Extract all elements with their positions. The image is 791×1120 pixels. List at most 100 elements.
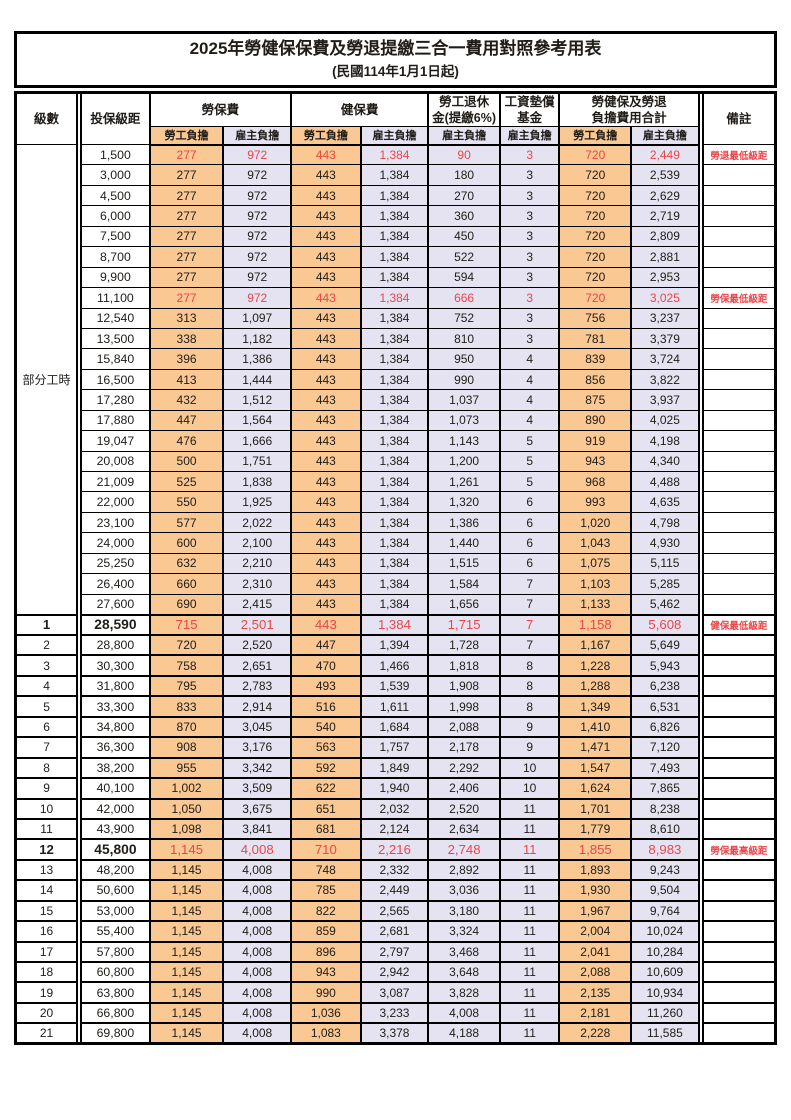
- table-row: 3,000 277 972 443 1,384 180 3 720 2,539: [16, 164, 777, 186]
- cell-health-employee: 443: [290, 266, 362, 289]
- cell-total-employee: 1,288: [558, 674, 633, 698]
- cell-wage-fund-employer: 3: [498, 225, 561, 248]
- cell-labor-employee: 525: [148, 470, 225, 493]
- table-row: 17,880 447 1,564 443 1,384 1,073 4 890 4,025: [16, 409, 777, 432]
- table-row: 17,280 432 1,512 443 1,384 1,037 4 875 3,937: [16, 389, 777, 411]
- cell-wage-fund-employer: 3: [498, 143, 561, 166]
- cell-wage-fund-employer: 3: [498, 266, 561, 289]
- gap-cell: [698, 573, 703, 595]
- cell-wage-fund-employer: 5: [498, 450, 561, 473]
- gap-cell: [77, 839, 82, 860]
- cell-total-employee: 2,041: [558, 940, 633, 964]
- cell-wage-fund-employer: 11: [498, 899, 561, 923]
- cell-level: 21: [14, 1022, 79, 1045]
- gap-cell: [77, 635, 82, 656]
- cell-insured-bracket: 24,000: [80, 532, 151, 554]
- cell-labor-employer: 2,310: [222, 573, 293, 595]
- cell-labor-employer: 972: [222, 266, 293, 289]
- cell-pension-employer: 3,324: [427, 920, 501, 943]
- cell-total-employee: 968: [558, 470, 633, 493]
- cell-remark: [701, 940, 777, 964]
- col-header-labor-insurance: 勞保費: [148, 92, 293, 127]
- cell-health-employer: 1,384: [359, 389, 430, 411]
- gap-cell: [77, 696, 82, 717]
- table-header: 級數 投保級距 勞保費 健保費 勞工退休 金(提繳6%) 工資墊償 基金 勞健保…: [14, 92, 777, 146]
- cell-labor-employer: 2,914: [222, 695, 293, 718]
- cell-total-employer: 2,449: [630, 143, 700, 166]
- cell-insured-bracket: 31,800: [80, 674, 151, 698]
- cell-total-employer: 8,238: [630, 797, 700, 820]
- table-row: 4,500 277 972 443 1,384 270 3 720 2,629: [16, 184, 777, 207]
- subheader-health-employer: 雇主負擔: [359, 126, 430, 146]
- cell-total-employer: 4,798: [630, 511, 700, 534]
- cell-remark: [701, 756, 777, 780]
- table-row: 21 69,800 1,145 4,008 1,083 3,378 4,188 11 2,228…: [14, 1022, 777, 1045]
- cell-health-employee: 443: [290, 143, 362, 166]
- cell-labor-employer: 4,008: [222, 940, 293, 964]
- cell-level: 18: [14, 960, 79, 984]
- gap-cell: [698, 328, 703, 349]
- cell-wage-fund-employer: 11: [498, 981, 561, 1004]
- gap-cell: [77, 798, 82, 819]
- cell-labor-employee: 396: [148, 348, 225, 370]
- cell-wage-fund-employer: 3: [498, 164, 561, 186]
- cell-labor-employee: 277: [148, 287, 225, 309]
- cell-health-employer: 3,378: [359, 1022, 430, 1045]
- cell-insured-bracket: 11,100: [80, 287, 151, 309]
- cell-total-employer: 10,609: [630, 960, 700, 984]
- cell-pension-employer: 2,178: [427, 736, 501, 759]
- gap-cell: [698, 348, 703, 370]
- cell-total-employee: 1,410: [558, 715, 633, 739]
- cell-pension-employer: 1,998: [427, 695, 501, 718]
- cell-labor-employer: 4,008: [222, 1001, 293, 1025]
- cell-labor-employee: 1,145: [148, 960, 225, 984]
- cell-total-employer: 5,285: [630, 573, 700, 595]
- cell-total-employee: 890: [558, 409, 633, 432]
- gap-cell: [77, 144, 82, 615]
- gap-cell: [698, 635, 703, 656]
- cell-labor-employer: 4,008: [222, 879, 293, 902]
- subheader-labor-employer: 雇主負擔: [222, 126, 293, 146]
- cell-pension-employer: 1,908: [427, 674, 501, 698]
- cell-remark: [701, 715, 777, 739]
- cell-insured-bracket: 1,500: [80, 143, 151, 166]
- table-row: 7 36,300 908 3,176 563 1,757 2,178 9 1,471 7,120: [14, 736, 777, 759]
- cell-health-employee: 447: [290, 633, 362, 657]
- cell-health-employer: 1,384: [359, 593, 430, 616]
- cell-level: 15: [14, 899, 79, 923]
- cell-insured-bracket: 13,500: [80, 327, 151, 350]
- cell-health-employee: 443: [290, 287, 362, 309]
- gap-cell: [77, 921, 82, 942]
- cell-pension-employer: 3,036: [427, 879, 501, 902]
- cell-insured-bracket: 40,100: [80, 777, 151, 800]
- cell-health-employee: 622: [290, 777, 362, 800]
- table-row: 20,008 500 1,751 443 1,384 1,200 5 943 4,340: [16, 450, 777, 473]
- gap-column-left: [77, 92, 82, 145]
- gap-cell: [77, 778, 82, 799]
- cell-labor-employee: 1,145: [148, 838, 225, 861]
- cell-health-employee: 443: [290, 511, 362, 534]
- cell-pension-employer: 4,008: [427, 1001, 501, 1025]
- gap-cell: [77, 614, 82, 635]
- gap-cell: [77, 880, 82, 901]
- cell-health-employer: 1,684: [359, 715, 430, 739]
- cell-wage-fund-employer: 8: [498, 695, 561, 718]
- cell-total-employer: 5,608: [630, 613, 700, 637]
- cell-labor-employee: 1,098: [148, 817, 225, 841]
- cell-level: 3: [14, 654, 79, 677]
- cell-pension-employer: 1,656: [427, 593, 501, 616]
- cell-remark: [701, 511, 777, 534]
- cell-wage-fund-employer: 11: [498, 1001, 561, 1025]
- col-header-wage-fund: 工資墊償 基金: [498, 92, 561, 127]
- cell-remark: [701, 920, 777, 943]
- cell-insured-bracket: 26,400: [80, 573, 151, 595]
- gap-cell: [698, 818, 703, 840]
- cell-level: 5: [14, 695, 79, 718]
- cell-total-employer: 10,934: [630, 981, 700, 1004]
- cell-total-employee: 1,075: [558, 552, 633, 575]
- cell-wage-fund-employer: 6: [498, 532, 561, 554]
- cell-total-employee: 2,135: [558, 981, 633, 1004]
- cell-remark: [701, 899, 777, 923]
- pension-label-line2: 金(提繳6%): [432, 111, 497, 125]
- cell-remark: [701, 573, 777, 595]
